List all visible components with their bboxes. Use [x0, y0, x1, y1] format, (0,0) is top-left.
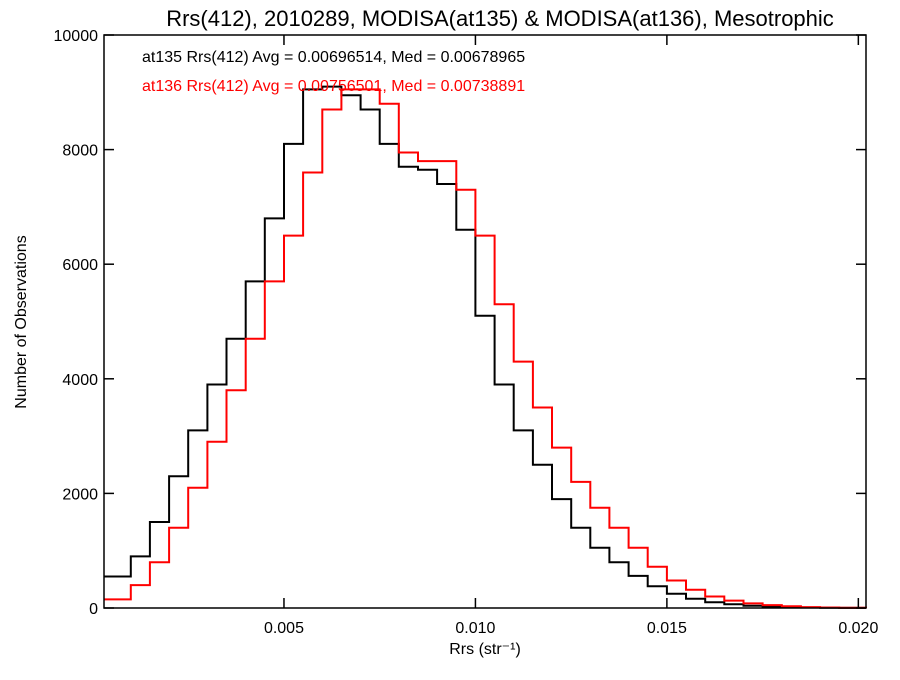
x-tick-label: 0.010: [455, 620, 495, 637]
x-tick-label: 0.005: [264, 620, 304, 637]
y-tick-label: 8000: [62, 143, 98, 160]
x-axis-label: Rrs (str⁻¹): [449, 641, 521, 658]
plot-frame: [103, 34, 867, 609]
chart-title: Rrs(412), 2010289, MODISA(at135) & MODIS…: [166, 6, 834, 31]
tick-layer: 0.005 0.010 0.015 0.020 0 2000 4000 6000 8000 100…: [54, 28, 879, 637]
series-layer: [104, 85, 867, 609]
y-axis-label: Number of Observations: [13, 235, 30, 408]
y-tick-label: 6000: [62, 257, 98, 274]
x-tick-label: 0.015: [647, 620, 687, 637]
y-tick-label: 4000: [62, 372, 98, 389]
y-tick-label: 0: [89, 601, 98, 618]
y-tick-label: 10000: [54, 28, 99, 45]
series-line-1: [104, 88, 867, 609]
y-tick-label: 2000: [62, 486, 98, 503]
annotation-at135: at135 Rrs(412) Avg = 0.00696514, Med = 0…: [142, 49, 525, 66]
x-tick-label: 0.020: [838, 620, 878, 637]
annotation-at136: at136 Rrs(412) Avg = 0.00756501, Med = 0…: [142, 78, 525, 95]
